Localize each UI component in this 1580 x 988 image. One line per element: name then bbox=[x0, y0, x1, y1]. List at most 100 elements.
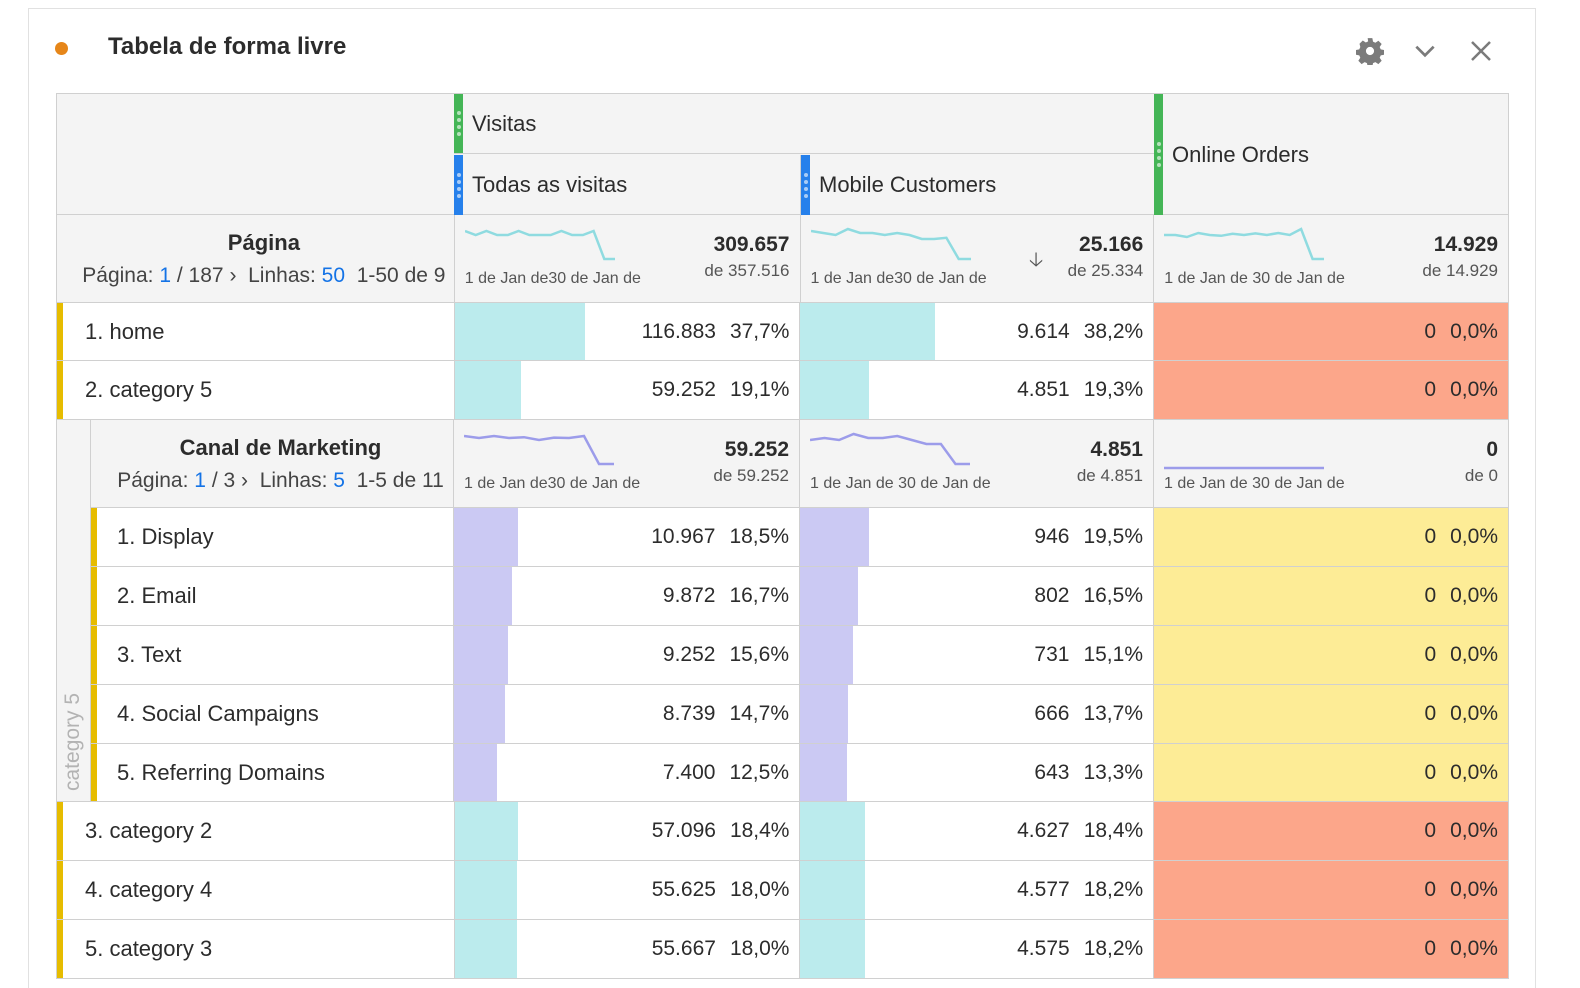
row-marker bbox=[91, 567, 97, 625]
metric-cell[interactable]: 116.883 37,7% bbox=[453, 303, 800, 360]
metric-cell[interactable]: 802 16,5% bbox=[799, 567, 1153, 625]
percent-bar bbox=[800, 920, 865, 978]
table-row[interactable]: 4. category 4 55.625 18,0% 4.577 18,2% 0 0,0% bbox=[57, 861, 1508, 920]
row-dimension-cell[interactable]: 1. Display bbox=[91, 508, 453, 566]
row-dimension-cell[interactable]: 3. category 2 bbox=[57, 802, 454, 860]
column-total-cell: 1 de Jan de30 de Jan de 25.166 de 25.334 🡣 bbox=[799, 215, 1154, 302]
page-label: Página: bbox=[117, 468, 189, 492]
row-dimension-cell[interactable]: 2. category 5 bbox=[57, 361, 454, 419]
metric-cell[interactable]: 0 0,0% bbox=[1153, 303, 1508, 360]
metric-cell[interactable]: 0 0,0% bbox=[1153, 685, 1508, 743]
metric-cell[interactable]: 4.577 18,2% bbox=[799, 861, 1153, 919]
row-dimension-cell[interactable]: 3. Text bbox=[91, 626, 453, 684]
drag-handle[interactable] bbox=[454, 155, 463, 215]
metric-cell[interactable]: 57.096 18,4% bbox=[453, 802, 800, 860]
next-page-icon[interactable]: › bbox=[229, 263, 237, 287]
metric-cell[interactable]: 0 0,0% bbox=[1153, 920, 1508, 978]
column-header-mobile-customers[interactable]: Mobile Customers bbox=[800, 155, 1154, 215]
metric-cell[interactable]: 9.252 15,6% bbox=[453, 626, 799, 684]
metric-cell[interactable]: 4.575 18,2% bbox=[799, 920, 1153, 978]
rows-range: 1-5 de 11 bbox=[356, 468, 444, 492]
metric-cell[interactable]: 10.967 18,5% bbox=[453, 508, 799, 566]
metric-value: 731 bbox=[1034, 643, 1070, 666]
drag-handle[interactable] bbox=[1154, 94, 1163, 215]
dimension-name[interactable]: Página bbox=[227, 229, 300, 255]
row-dimension-cell[interactable]: 1. home bbox=[57, 303, 454, 360]
metric-cell[interactable]: 59.252 19,1% bbox=[453, 361, 800, 419]
table-row[interactable]: 4. Social Campaigns 8.739 14,7% 666 13,7% 0 0,… bbox=[91, 685, 1508, 744]
metric-percent: 12,5% bbox=[729, 760, 789, 784]
table-row[interactable]: 3. category 2 57.096 18,4% 4.627 18,4% 0 0,0% bbox=[57, 802, 1508, 861]
table-row[interactable]: 5. category 3 55.667 18,0% 4.575 18,2% 0 0,0% bbox=[57, 920, 1508, 979]
column-label: Todas as visitas bbox=[472, 172, 628, 197]
gear-icon[interactable] bbox=[1354, 35, 1386, 67]
chevron-down-icon[interactable] bbox=[1409, 35, 1441, 67]
row-marker bbox=[57, 802, 63, 860]
metric-cell[interactable]: 0 0,0% bbox=[1153, 802, 1508, 860]
column-group-visitas[interactable]: Visitas bbox=[454, 94, 1154, 154]
metric-percent: 19,5% bbox=[1083, 525, 1143, 548]
table-row[interactable]: 1. Display 10.967 18,5% 946 19,5% 0 0,0% bbox=[91, 508, 1508, 567]
metric-value: 0 bbox=[1424, 878, 1437, 901]
metric-percent: 16,7% bbox=[729, 584, 789, 607]
table-row[interactable]: 3. Text 9.252 15,6% 731 15,1% 0 0,0% bbox=[91, 626, 1508, 685]
column-header-todas-as-visitas[interactable]: Todas as visitas bbox=[454, 155, 800, 215]
metric-cell[interactable]: 731 15,1% bbox=[799, 626, 1153, 684]
metric-cell[interactable]: 4.627 18,4% bbox=[799, 802, 1153, 860]
arrow-down-icon[interactable]: 🡣 bbox=[1028, 249, 1044, 271]
row-label: 4. Social Campaigns bbox=[117, 701, 319, 726]
sparkline bbox=[464, 434, 614, 466]
metric-percent: 18,2% bbox=[1083, 878, 1144, 901]
metric-cell[interactable]: 643 13,3% bbox=[799, 744, 1153, 801]
metric-percent: 0,0% bbox=[1450, 760, 1498, 784]
column-header-online-orders[interactable]: Online Orders bbox=[1154, 94, 1510, 215]
table-row[interactable]: 2. Email 9.872 16,7% 802 16,5% 0 0,0% bbox=[91, 567, 1508, 626]
row-dimension-cell[interactable]: 5. Referring Domains bbox=[91, 744, 453, 801]
table-row[interactable]: 2. category 5 59.252 19,1% 4.851 19,3% 0 0,0% bbox=[57, 361, 1508, 420]
metric-cell[interactable]: 4.851 19,3% bbox=[799, 361, 1153, 419]
sparkline-axis-label: 1 de Jan de 30 de Jan de bbox=[1164, 270, 1345, 287]
sparkline-trend bbox=[810, 227, 971, 261]
metric-cell[interactable]: 55.667 18,0% bbox=[453, 920, 800, 978]
metric-value: 0 bbox=[1424, 702, 1437, 725]
metric-cell[interactable]: 8.739 14,7% bbox=[453, 685, 799, 743]
metric-cell[interactable]: 0 0,0% bbox=[1153, 626, 1508, 684]
next-page-icon[interactable]: › bbox=[241, 468, 249, 492]
metric-value: 4.577 bbox=[1017, 878, 1070, 901]
metric-cell[interactable]: 0 0,0% bbox=[1153, 567, 1508, 625]
page-number[interactable]: 1 bbox=[194, 468, 206, 492]
close-icon[interactable] bbox=[1465, 35, 1497, 67]
drag-handle[interactable] bbox=[454, 94, 463, 153]
row-dimension-cell[interactable]: 4. Social Campaigns bbox=[91, 685, 453, 743]
summary-row: Página Página: 1 / 187 › Linhas: 50 1-50 … bbox=[57, 215, 1508, 303]
rows-per-page[interactable]: 5 bbox=[333, 468, 345, 492]
metric-cell[interactable]: 0 0,0% bbox=[1153, 744, 1508, 801]
metric-cell[interactable]: 0 0,0% bbox=[1153, 861, 1508, 919]
metric-cell[interactable]: 9.872 16,7% bbox=[453, 567, 799, 625]
column-grand-total: de 357.516 bbox=[704, 261, 790, 280]
metric-value: 8.739 bbox=[662, 702, 716, 725]
table-row[interactable]: 5. Referring Domains 7.400 12,5% 643 13,3% 0 0… bbox=[91, 744, 1508, 801]
metric-cell[interactable]: 9.614 38,2% bbox=[799, 303, 1153, 360]
percent-bar bbox=[800, 303, 936, 360]
metric-cell[interactable]: 0 0,0% bbox=[1153, 508, 1508, 566]
rows-per-page[interactable]: 50 bbox=[321, 263, 346, 287]
drag-handle[interactable] bbox=[801, 155, 810, 215]
row-dimension-cell[interactable]: 5. category 3 bbox=[57, 920, 454, 978]
metric-value: 57.096 bbox=[651, 819, 716, 842]
metric-cell[interactable]: 7.400 12,5% bbox=[453, 744, 799, 801]
metric-percent: 37,7% bbox=[729, 319, 790, 343]
metric-cell[interactable]: 0 0,0% bbox=[1153, 361, 1508, 419]
row-dimension-cell[interactable]: 4. category 4 bbox=[57, 861, 454, 919]
page-number[interactable]: 1 bbox=[159, 263, 172, 287]
row-dimension-cell[interactable]: 2. Email bbox=[91, 567, 453, 625]
metric-cell[interactable]: 666 13,7% bbox=[799, 685, 1153, 743]
metric-value: 59.252 bbox=[651, 378, 716, 401]
table-row[interactable]: 1. home 116.883 37,7% 9.614 38,2% 0 0,0% bbox=[57, 303, 1508, 361]
metric-cell[interactable]: 55.625 18,0% bbox=[453, 861, 800, 919]
metric-cell[interactable]: 946 19,5% bbox=[799, 508, 1153, 566]
column-total: 0 bbox=[1486, 438, 1498, 461]
row-label: 2. Email bbox=[117, 583, 197, 608]
pager: Página: 1 / 3 › Linhas: 5 1-5 de 11 bbox=[117, 469, 444, 493]
dimension-name[interactable]: Canal de Marketing bbox=[179, 434, 382, 460]
